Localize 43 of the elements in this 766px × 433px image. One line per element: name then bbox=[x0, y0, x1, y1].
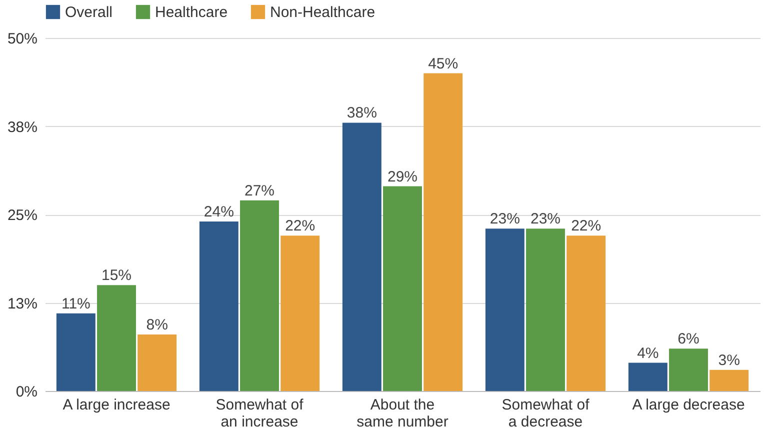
legend-label: Overall bbox=[65, 4, 113, 21]
data-label: 6% bbox=[678, 330, 700, 348]
bar bbox=[240, 200, 279, 391]
y-tick-label: 50% bbox=[7, 30, 38, 48]
data-label: 22% bbox=[571, 218, 602, 235]
y-tick-label: 38% bbox=[7, 118, 38, 136]
bar bbox=[280, 236, 320, 391]
data-label: 45% bbox=[428, 55, 458, 72]
bar bbox=[342, 122, 382, 391]
data-label: 38% bbox=[346, 104, 377, 122]
x-tick-label: About the same number bbox=[356, 396, 448, 430]
bar bbox=[56, 313, 96, 391]
y-tick-label: 0% bbox=[16, 384, 38, 400]
bar bbox=[199, 222, 238, 391]
data-label: 22% bbox=[285, 218, 316, 235]
bar bbox=[628, 362, 668, 391]
bar bbox=[97, 285, 136, 391]
data-label: 23% bbox=[490, 210, 520, 228]
bar bbox=[424, 73, 463, 391]
bar bbox=[526, 228, 565, 391]
data-label: 27% bbox=[244, 182, 275, 200]
x-tick-label: Somewhat of an increase bbox=[216, 396, 304, 430]
data-label: 8% bbox=[146, 316, 168, 334]
data-label: 24% bbox=[204, 204, 234, 221]
data-label: 23% bbox=[530, 210, 561, 228]
bar bbox=[383, 186, 422, 391]
legend-label: Non-Healthcare bbox=[270, 4, 376, 21]
bar bbox=[138, 334, 177, 391]
bar bbox=[669, 348, 708, 391]
x-tick-label: A large decrease bbox=[632, 396, 745, 414]
bar bbox=[710, 370, 749, 391]
bar bbox=[485, 228, 524, 391]
data-label: 3% bbox=[718, 352, 740, 369]
data-label: 11% bbox=[61, 295, 90, 312]
legend-label: Healthcare bbox=[155, 4, 228, 21]
y-tick-label: 25% bbox=[7, 207, 38, 224]
x-tick-label: Somewhat of a decrease bbox=[502, 396, 590, 430]
y-tick-label: 13% bbox=[7, 295, 38, 312]
data-label: 29% bbox=[387, 168, 418, 186]
bar bbox=[566, 236, 606, 391]
x-tick-label: A large increase bbox=[62, 396, 170, 414]
data-label: 15% bbox=[101, 267, 132, 284]
data-label: 4% bbox=[637, 344, 659, 362]
